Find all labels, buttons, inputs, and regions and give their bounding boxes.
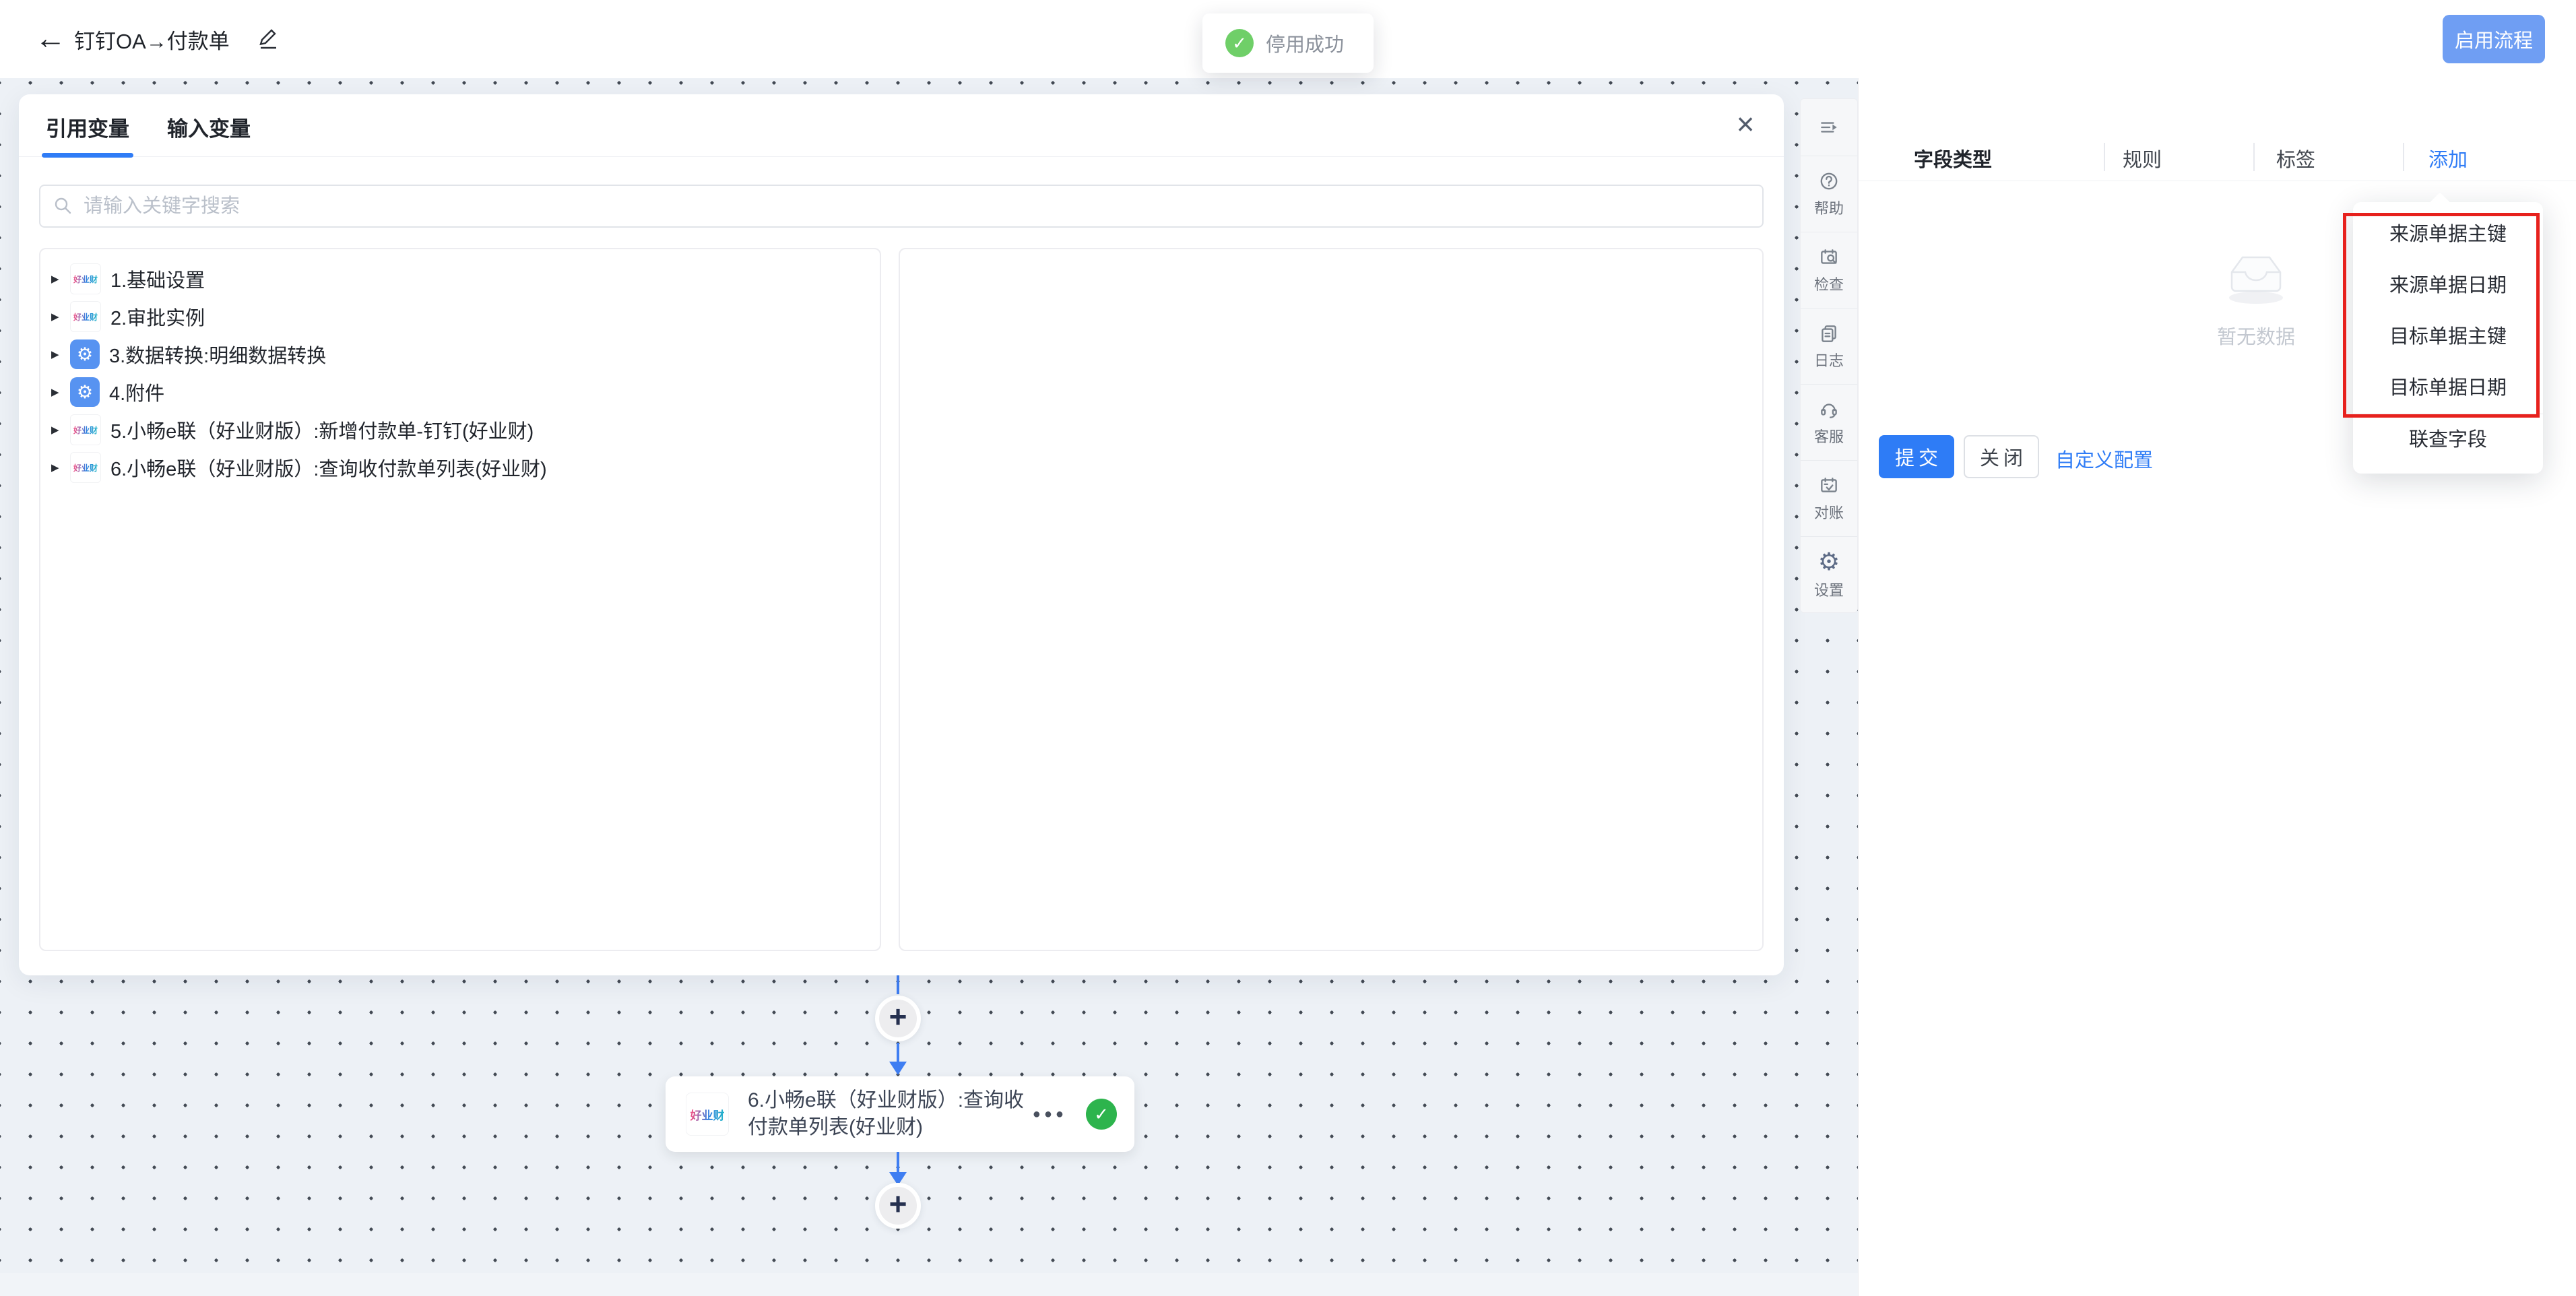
- empty-state-text: 暂无数据: [2216, 327, 2295, 348]
- collapse-icon: [1821, 122, 1837, 133]
- search-box: [39, 185, 1764, 228]
- brand-logo-icon: 好业财: [70, 263, 101, 294]
- caret-right-icon: ▶: [51, 311, 59, 323]
- close-button[interactable]: 关闭: [1964, 435, 2039, 478]
- success-check-icon: ✓: [1225, 29, 1254, 57]
- tree-item-new-payment[interactable]: ▶ 好业财 5.小畅e联（好业财版）:新增付款单-钉钉(好业财): [40, 411, 880, 449]
- toast: ✓ 停用成功: [1202, 13, 1374, 73]
- custom-config-link[interactable]: 自定义配置: [2055, 450, 2154, 472]
- headset-icon: [1821, 403, 1837, 418]
- add-node-button-top[interactable]: [875, 996, 921, 1041]
- flow-node-query-payment-list[interactable]: 好业财 6.小畅e联（好业财版）:查询收付款单列表(好业财) ●●● ✓: [666, 1076, 1134, 1152]
- node-success-icon: ✓: [1086, 1099, 1117, 1130]
- copy-pages-icon: [1822, 325, 1836, 342]
- enable-flow-button[interactable]: 启用流程: [2443, 15, 2545, 63]
- menu-item-source-key[interactable]: 来源单据主键: [2389, 224, 2507, 245]
- add-field-dropdown: 来源单据主键 来源单据日期 目标单据主键 目标单据日期 联查字段: [2353, 192, 2543, 474]
- tab-reference-variables[interactable]: 引用变量: [42, 112, 133, 158]
- node-more-icon[interactable]: ●●●: [1032, 1106, 1067, 1122]
- tree-item-basic-settings[interactable]: ▶ 好业财 1.基础设置: [40, 260, 880, 298]
- collapse-panel-button[interactable]: [1801, 99, 1857, 156]
- variable-panel: 引用变量 输入变量 × ▶ 好业财 1.基础设置 ▶ 好业财 2.: [19, 94, 1784, 975]
- caret-right-icon: ▶: [51, 462, 59, 474]
- toolbar-help-button[interactable]: 帮助: [1801, 156, 1857, 232]
- submit-button[interactable]: 提交: [1879, 435, 1954, 478]
- caret-right-icon: ▶: [51, 424, 59, 436]
- arrow-down-icon: [889, 1062, 907, 1075]
- question-circle-icon: [1820, 172, 1838, 189]
- toolbar-log-button[interactable]: 日志: [1801, 309, 1857, 385]
- column-tag: 标签: [2276, 150, 2316, 171]
- brand-logo-text: 好业财: [690, 1106, 725, 1123]
- tree-item-approval-instance[interactable]: ▶ 好业财 2.审批实例: [40, 298, 880, 335]
- add-field-button[interactable]: 添加: [2428, 150, 2468, 171]
- caret-right-icon: ▶: [51, 349, 59, 360]
- empty-box-icon: [2229, 256, 2283, 304]
- brand-logo-icon: 好业财: [70, 414, 101, 445]
- calendar-check-icon: [1821, 477, 1837, 492]
- column-divider: [2403, 143, 2404, 171]
- tree-item-attachment[interactable]: ▶ ⚙ 4.附件: [40, 373, 880, 411]
- field-table-header: 字段类型 规则 标签 添加: [1859, 133, 2576, 181]
- menu-item-target-date[interactable]: 目标单据日期: [2389, 377, 2507, 399]
- toolbar-support-button[interactable]: 客服: [1801, 385, 1857, 461]
- tree-item-query-payment-list[interactable]: ▶ 好业财 6.小畅e联（好业财版）:查询收付款单列表(好业财): [40, 449, 880, 486]
- variable-detail-panel: [899, 248, 1764, 951]
- close-icon[interactable]: ×: [1736, 106, 1755, 141]
- flow-connector-line: [897, 1043, 899, 1062]
- edit-title-icon[interactable]: [257, 26, 279, 53]
- column-field-type: 字段类型: [1914, 150, 1993, 171]
- brand-logo-icon: 好业财: [70, 301, 101, 332]
- toast-message: 停用成功: [1265, 34, 1345, 56]
- caret-right-icon: ▶: [51, 273, 59, 285]
- tree-item-data-transform[interactable]: ▶ ⚙ 3.数据转换:明细数据转换: [40, 335, 880, 373]
- field-config-panel: 字段类型 规则 标签 添加 暂无数据 提交 关闭 自定义配置 来源单据主键 来源…: [1858, 78, 2576, 1296]
- gear-icon: ⚙: [70, 377, 100, 407]
- flow-connector-line: [897, 1152, 899, 1172]
- column-divider: [2104, 143, 2105, 171]
- back-button[interactable]: ←: [35, 20, 66, 55]
- toolbar-settings-button[interactable]: ⚙ 设置: [1813, 547, 1844, 599]
- empty-state: 暂无数据: [1919, 238, 2576, 350]
- right-toolbar: 帮助 检查 日志 客服: [1800, 98, 1858, 613]
- brand-logo-icon: 好业财: [686, 1093, 729, 1136]
- gear-icon: ⚙: [70, 339, 100, 369]
- column-rule: 规则: [2123, 150, 2162, 171]
- arrow-down-icon: [889, 1172, 907, 1186]
- search-input[interactable]: [82, 194, 1749, 218]
- toolbar-inspect-button[interactable]: 检查: [1801, 232, 1857, 309]
- page-title: 钉钉OA→付款单: [74, 30, 230, 53]
- variable-tree-panel: ▶ 好业财 1.基础设置 ▶ 好业财 2.审批实例 ▶ ⚙ 3.数据转换:明细数…: [39, 248, 881, 951]
- search-icon: [55, 197, 71, 214]
- brand-logo-icon: 好业财: [70, 452, 101, 483]
- caret-right-icon: ▶: [51, 387, 59, 398]
- add-node-button-bottom[interactable]: [875, 1183, 921, 1229]
- column-divider: [2253, 143, 2255, 171]
- tab-input-variables[interactable]: 输入变量: [167, 117, 251, 141]
- menu-item-source-date[interactable]: 来源单据日期: [2389, 275, 2507, 296]
- menu-item-linked-field[interactable]: 联查字段: [2408, 429, 2487, 451]
- menu-item-target-key[interactable]: 目标单据主键: [2389, 326, 2507, 348]
- variable-tree: ▶ 好业财 1.基础设置 ▶ 好业财 2.审批实例 ▶ ⚙ 3.数据转换:明细数…: [40, 249, 880, 486]
- flow-connector-line: [897, 975, 899, 994]
- variable-panel-tabs: 引用变量 输入变量 ×: [19, 94, 1784, 158]
- calendar-search-icon: [1821, 249, 1837, 264]
- toolbar-reconcile-button[interactable]: 对账: [1801, 461, 1857, 537]
- gear-icon: ⚙: [1817, 547, 1840, 575]
- flow-node-label: 6.小畅e联（好业财版）:查询收付款单列表(好业财): [748, 1089, 1025, 1138]
